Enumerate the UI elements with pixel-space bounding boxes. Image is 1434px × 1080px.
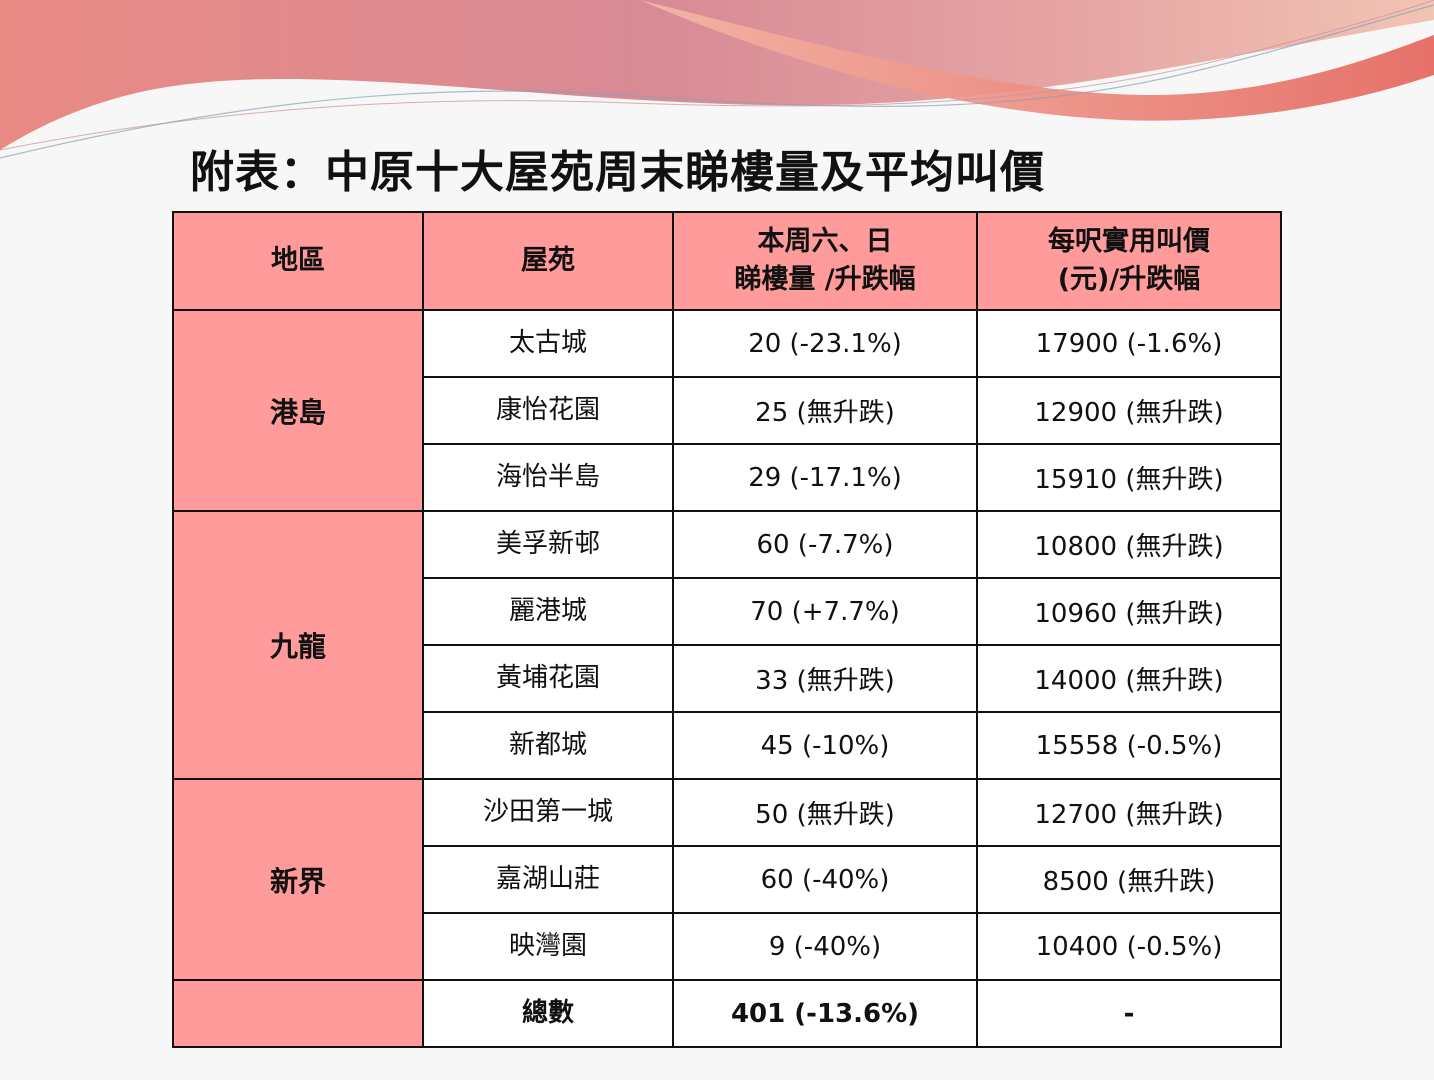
price-value: 10800 (無升跌) [976, 510, 1282, 579]
price-value: 10400 (-0.5%) [976, 912, 1282, 981]
price-value: 12700 (無升跌) [976, 778, 1282, 847]
total-label: 總數 [422, 979, 674, 1048]
table-row: 新界 沙田第一城 50 (無升跌) 12700 (無升跌) [172, 778, 1282, 981]
total-region-cell [172, 979, 424, 1048]
price-value: 15910 (無升跌) [976, 443, 1282, 512]
total-price: - [976, 979, 1282, 1048]
header-estate: 屋苑 [422, 211, 674, 311]
header-viewings: 本周六、日 睇樓量 /升跌幅 [672, 211, 978, 311]
viewings-value: 33 (無升跌) [672, 644, 978, 713]
viewings-value: 45 (-10%) [672, 711, 978, 780]
table-row: 海怡半島 29 (-17.1%) 15910 (無升跌) [173, 443, 1282, 512]
price-value: 8500 (無升跌) [976, 845, 1282, 914]
estate-name: 沙田第一城 [422, 778, 674, 847]
table-row: 映灣園 9 (-40%) 10400 (-0.5%) [173, 912, 1282, 981]
table-row: 九龍 美孚新邨 60 (-7.7%) 10800 (無升跌) [172, 510, 1282, 780]
estate-name: 美孚新邨 [422, 510, 674, 579]
region-kowloon: 九龍 [172, 510, 424, 780]
estate-name: 太古城 [422, 309, 674, 378]
estate-name: 海怡半島 [422, 443, 674, 512]
table-row: 麗港城 70 (+7.7%) 10960 (無升跌) [173, 577, 1282, 646]
viewings-value: 60 (-7.7%) [672, 510, 978, 579]
price-value: 14000 (無升跌) [976, 644, 1282, 713]
viewings-value: 20 (-23.1%) [672, 309, 978, 378]
viewings-value: 70 (+7.7%) [672, 577, 978, 646]
table-row: 黃埔花園 33 (無升跌) 14000 (無升跌) [173, 644, 1282, 713]
header-price-line1: 每呎實用叫價 [1048, 226, 1210, 257]
table-header-row: 地區 屋苑 本周六、日 睇樓量 /升跌幅 每呎實用叫價 (元)/升跌幅 [172, 211, 1282, 311]
viewings-value: 9 (-40%) [672, 912, 978, 981]
header-viewings-line2: 睇樓量 /升跌幅 [734, 264, 916, 295]
estate-name: 麗港城 [422, 577, 674, 646]
price-value: 15558 (-0.5%) [976, 711, 1282, 780]
viewings-value: 25 (無升跌) [672, 376, 978, 445]
viewings-value: 29 (-17.1%) [672, 443, 978, 512]
price-value: 10960 (無升跌) [976, 577, 1282, 646]
estate-name: 康怡花園 [422, 376, 674, 445]
header-viewings-line1: 本周六、日 [757, 226, 893, 257]
viewings-value: 60 (-40%) [672, 845, 978, 914]
viewings-value: 50 (無升跌) [672, 778, 978, 847]
header-price: 每呎實用叫價 (元)/升跌幅 [976, 211, 1282, 311]
price-value: 17900 (-1.6%) [976, 309, 1282, 378]
estate-viewing-table: 地區 屋苑 本周六、日 睇樓量 /升跌幅 每呎實用叫價 (元)/升跌幅 港島 太… [172, 211, 1282, 1048]
page-title: 附表：中原十大屋苑周末睇樓量及平均叫價 [190, 147, 1045, 198]
table-row: 嘉湖山莊 60 (-40%) 8500 (無升跌) [173, 845, 1282, 914]
total-row: 總數 401 (-13.6%) - [172, 979, 1282, 1048]
region-hk-island: 港島 [172, 309, 424, 512]
table-row: 港島 太古城 20 (-23.1%) 17900 (-1.6%) [172, 309, 1282, 512]
header-region: 地區 [172, 211, 424, 311]
total-viewings: 401 (-13.6%) [672, 979, 978, 1048]
table-row: 新都城 45 (-10%) 15558 (-0.5%) [173, 711, 1282, 780]
estate-name: 新都城 [422, 711, 674, 780]
header-price-line2: (元)/升跌幅 [1057, 264, 1201, 295]
price-value: 12900 (無升跌) [976, 376, 1282, 445]
header-decoration [0, 0, 1434, 159]
estate-name: 嘉湖山莊 [422, 845, 674, 914]
estate-name: 黃埔花園 [422, 644, 674, 713]
estate-name: 映灣園 [422, 912, 674, 981]
region-new-territories: 新界 [172, 778, 424, 981]
table-row: 康怡花園 25 (無升跌) 12900 (無升跌) [173, 376, 1282, 445]
